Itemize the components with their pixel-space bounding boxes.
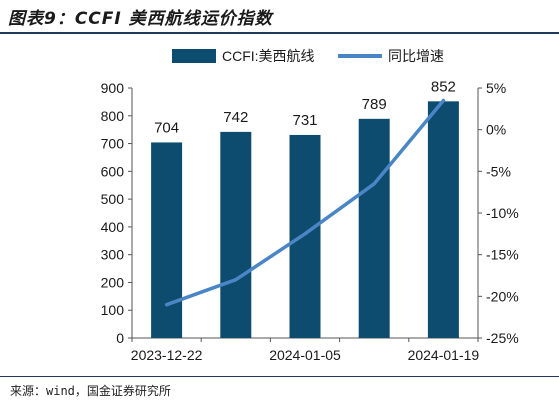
x-tick-label: 2024-01-05 — [269, 347, 341, 363]
legend-label-bar: CCFI:美西航线 — [222, 48, 315, 64]
y-right-tick-label: -15% — [486, 247, 519, 263]
y-left-tick-label: 700 — [101, 136, 125, 152]
y-left-tick-label: 800 — [101, 108, 125, 124]
bar — [289, 134, 321, 338]
legend-label-line: 同比增速 — [388, 48, 444, 64]
y-left-tick-label: 900 — [101, 80, 125, 96]
y-right-tick-label: -5% — [486, 163, 511, 179]
y-left-tick-label: 100 — [101, 302, 125, 318]
chart-title: 图表9：CCFI 美西航线运价指数 — [8, 9, 273, 29]
y-left-tick-label: 0 — [116, 330, 124, 346]
bar — [151, 142, 183, 338]
y-left-tick-label: 500 — [101, 191, 125, 207]
bar — [427, 101, 459, 338]
x-tick-label: 2024-01-19 — [408, 347, 480, 363]
source-note: 来源：wind，国金证券研究所 — [10, 384, 171, 398]
y-right-tick-label: -10% — [486, 205, 519, 221]
bar-data-label: 742 — [223, 109, 248, 126]
title-rule — [0, 32, 559, 34]
bar-data-label: 852 — [431, 78, 456, 95]
y-left-tick-label: 600 — [101, 163, 125, 179]
y-left-tick-label: 300 — [101, 247, 125, 263]
bar-data-label: 704 — [154, 119, 179, 136]
y-left-tick-label: 400 — [101, 219, 125, 235]
bar — [358, 118, 390, 338]
y-right-tick-label: -25% — [486, 330, 519, 346]
legend-swatch-bar — [172, 49, 216, 63]
bar-data-label: 789 — [362, 96, 387, 113]
bar — [220, 131, 252, 338]
footer-rule — [0, 376, 559, 377]
bar-data-label: 731 — [292, 112, 317, 129]
y-right-tick-label: -20% — [486, 288, 519, 304]
x-tick-label: 2023-12-22 — [131, 347, 203, 363]
y-right-tick-label: 0% — [486, 122, 506, 138]
y-right-tick-label: 5% — [486, 80, 506, 96]
y-left-tick-label: 200 — [101, 274, 125, 290]
